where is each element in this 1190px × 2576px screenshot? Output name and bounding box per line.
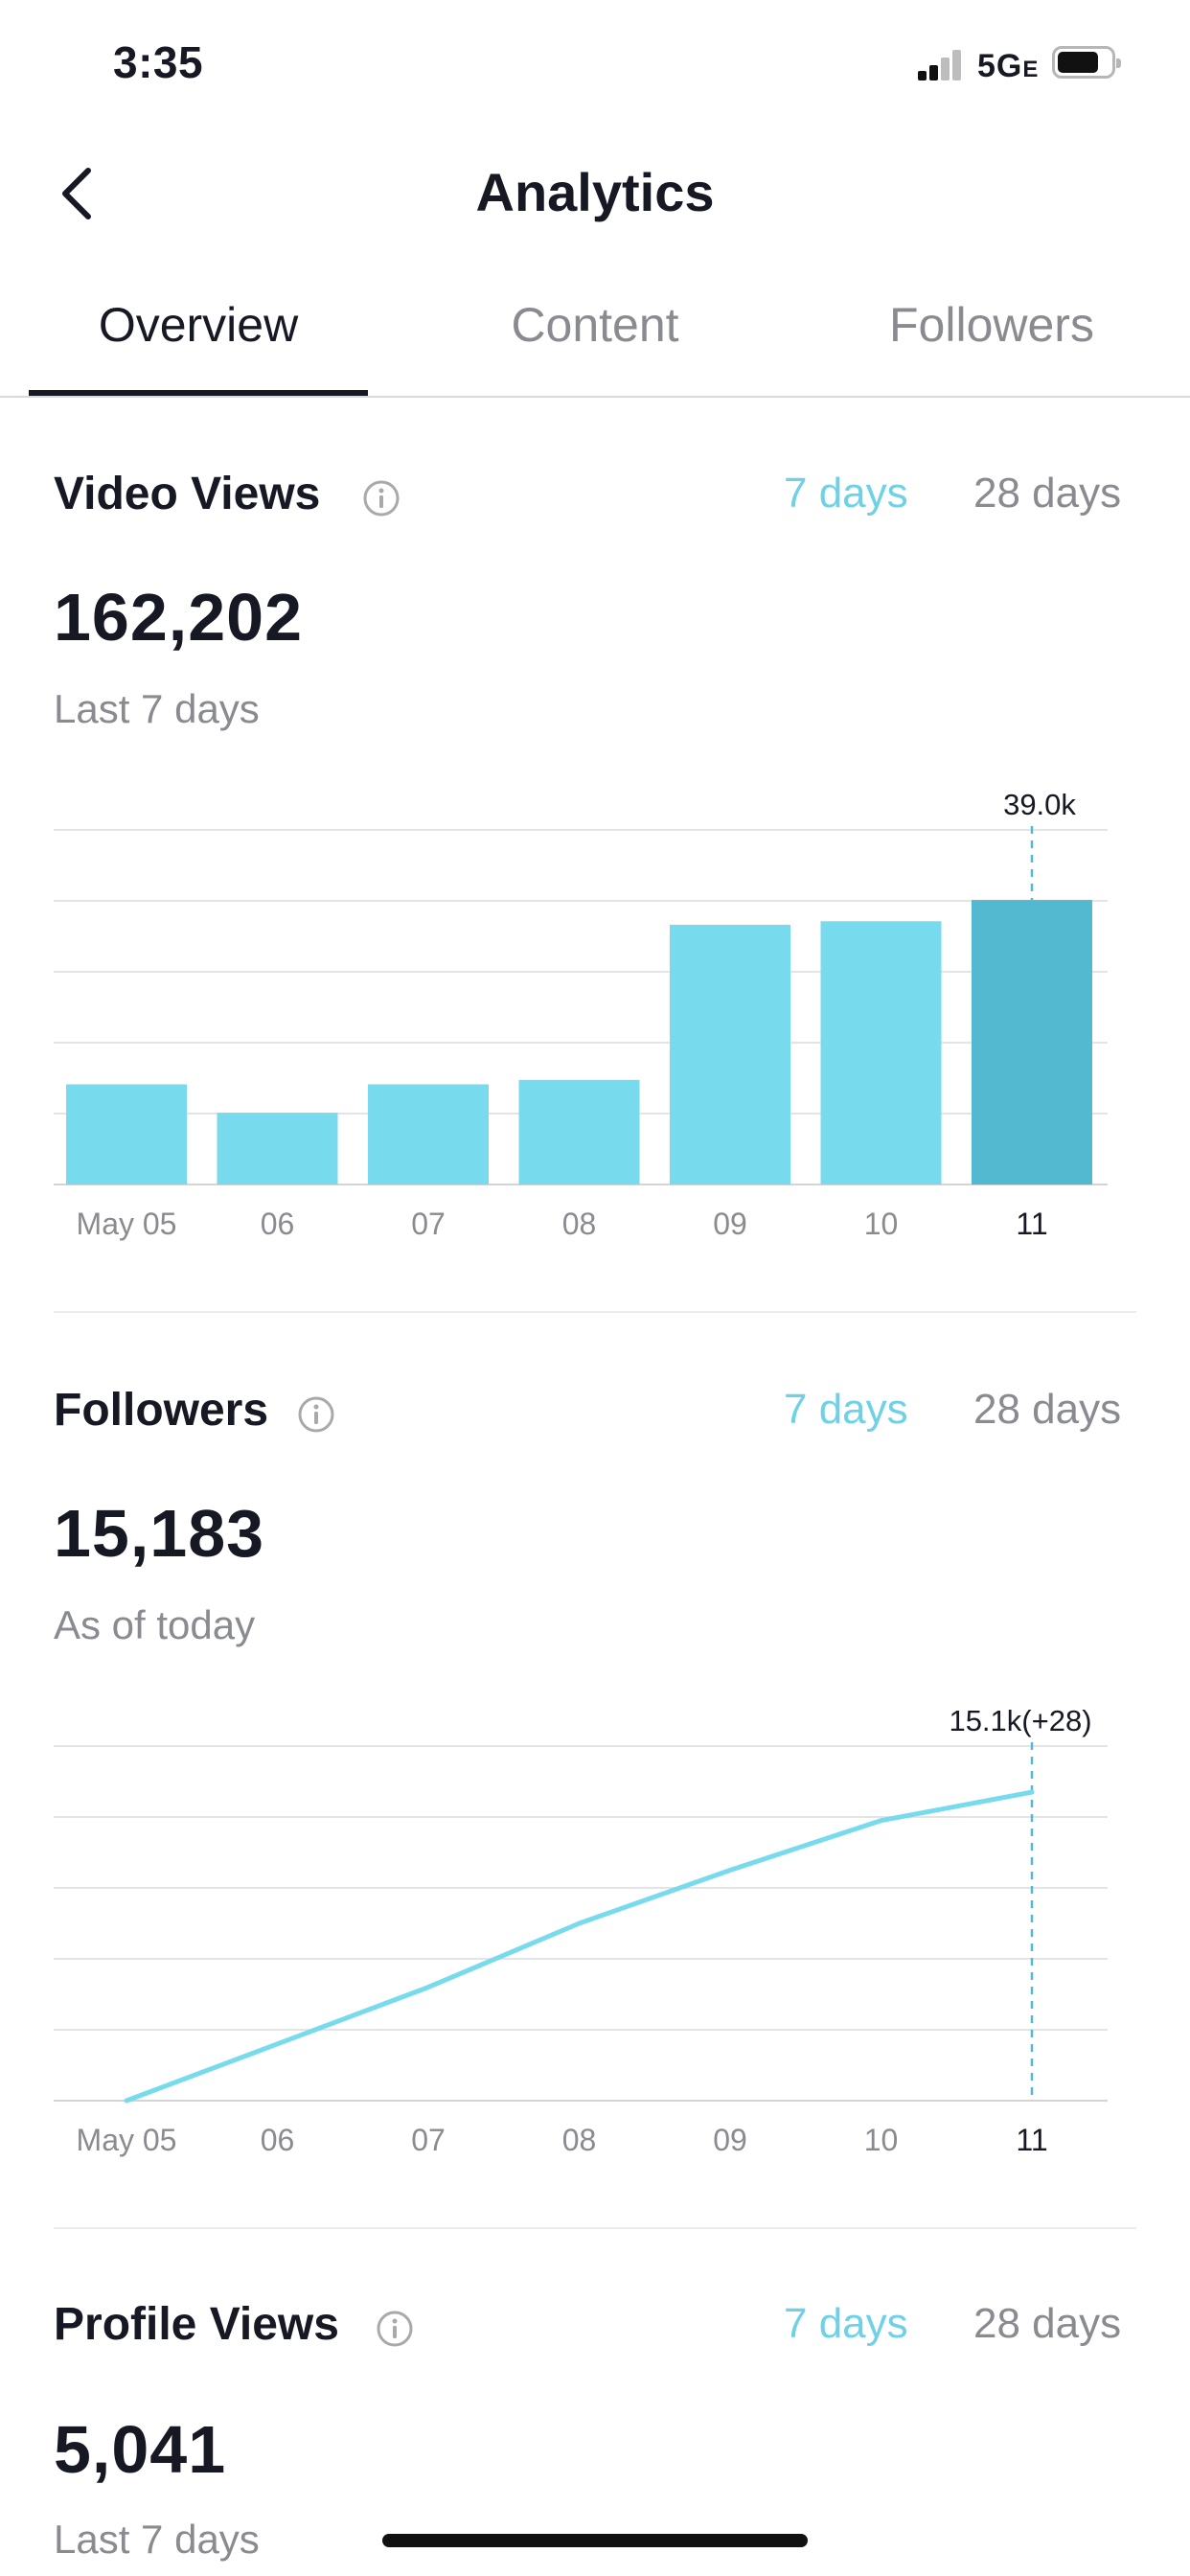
x-tick-label: May 05 [77,1207,177,1241]
x-tick-label: 10 [864,1207,899,1241]
selected-value-label: 39.0k [1003,788,1076,821]
tab-overview[interactable]: Overview [98,298,299,352]
video-views-title: Video Views [54,469,321,519]
x-tick-label: May 05 [77,2123,177,2157]
network-indicator: 5GE [977,48,1040,84]
info-icon[interactable] [376,2310,414,2348]
followers-series-line [124,1789,1035,2104]
bar [972,900,1092,1184]
back-chevron-icon[interactable] [56,165,103,222]
x-tick-label: 11 [1016,1207,1047,1241]
info-icon[interactable] [297,1395,335,1434]
x-tick-label: 06 [261,1207,295,1241]
profile-views-title: Profile Views [54,2299,339,2350]
tab-divider [0,396,1190,398]
followers-subtitle: As of today [54,1602,256,1647]
followers-7-days-toggle[interactable]: 7 days [784,1386,908,1433]
x-tick-label: 09 [713,2123,747,2157]
selected-value-label: 15.1k(+28) [949,1704,1091,1737]
x-tick-label: 06 [261,2123,295,2157]
video-views-subtitle: Last 7 days [54,686,260,731]
bar [518,1079,640,1184]
followers-title: Followers [54,1385,269,1436]
tab-followers[interactable]: Followers [889,298,1094,352]
bar [217,1113,338,1184]
x-tick-label: 08 [562,2123,597,2157]
x-tick-label: 11 [1016,2123,1047,2157]
active-tab-indicator [29,390,368,396]
tab-content[interactable]: Content [511,298,679,352]
profile-views-total: 5,041 [54,2412,227,2487]
video-views-total: 162,202 [54,580,304,655]
profile-views-28-days-toggle[interactable]: 28 days [973,2300,1122,2347]
battery-icon [1052,46,1121,79]
page-title: Analytics [475,162,715,222]
bar [820,921,942,1184]
followers-28-days-toggle[interactable]: 28 days [973,1386,1122,1433]
profile-views-7-days-toggle[interactable]: 7 days [784,2300,908,2347]
bar [368,1084,489,1184]
followers-total: 15,183 [54,1496,265,1571]
status-time: 3:35 [113,37,204,87]
x-tick-label: 07 [411,1207,446,1241]
signal-icon [918,48,964,80]
video-views-bar-chart: 39.0k May 05 06 07 08 09 10 11 [54,788,1108,1241]
bar [66,1084,187,1184]
video-views-28-days-toggle[interactable]: 28 days [973,470,1122,517]
video-views-7-days-toggle[interactable]: 7 days [784,470,908,517]
bar [670,924,790,1184]
info-icon[interactable] [362,479,400,518]
followers-line-chart: 15.1k(+28) May 05 06 07 08 09 10 11 [54,1704,1108,2157]
x-tick-label: 10 [864,2123,899,2157]
home-indicator[interactable] [382,2534,808,2547]
x-tick-label: 09 [713,1207,747,1241]
profile-views-subtitle: Last 7 days [54,2517,260,2562]
section-divider [54,1311,1136,1313]
section-divider [54,2227,1136,2229]
x-tick-label: 08 [562,1207,597,1241]
x-tick-label: 07 [411,2123,446,2157]
